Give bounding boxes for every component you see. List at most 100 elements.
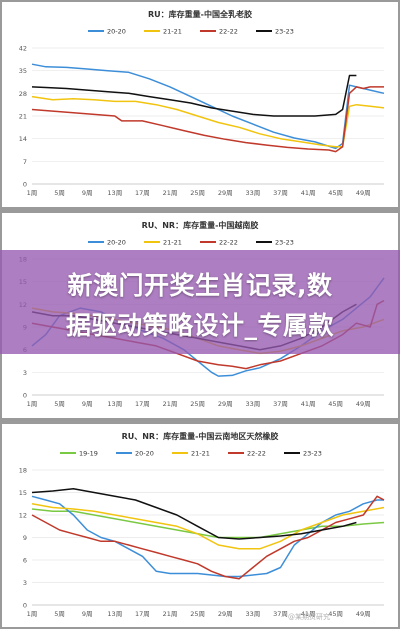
x-tick-label: 29周 <box>218 610 233 618</box>
y-tick-label: 0 <box>23 602 27 610</box>
series-line-21-21 <box>31 503 385 550</box>
legend-item-19-19[interactable]: 19-19 <box>60 450 98 458</box>
x-tick-label: 25周 <box>190 189 205 197</box>
legend-label: 22-22 <box>219 239 238 247</box>
y-tick-label: 28 <box>19 90 27 98</box>
x-tick-label: 1周 <box>27 400 38 408</box>
x-tick-label: 17周 <box>135 189 150 197</box>
y-tick-label: 3 <box>23 369 27 377</box>
x-tick-label: 33周 <box>245 400 260 408</box>
banner-title-line-1: 新澳门开奖生肖记录,数 <box>67 271 333 300</box>
x-tick-label: 9周 <box>82 610 93 618</box>
x-tick-label: 17周 <box>135 610 150 618</box>
legend-label: 21-21 <box>163 28 182 36</box>
banner-title-line-2: 据驱动策略设计_专属款 <box>65 311 334 340</box>
chart-svg-1: RU：库存重量-中国全乳老胶 20-20 21-21 22-22 23-23 0 7 14 21… <box>19 9 385 197</box>
x-tick-label: 37周 <box>273 400 288 408</box>
x-tick-label: 29周 <box>218 189 233 197</box>
series-line-20-20 <box>31 63 385 150</box>
y-tick-label: 9 <box>23 534 27 542</box>
chart-svg-3: RU、NR：库存重量-中国云南地区天然橡胶 19-19 20-20 21-21 22-2… <box>19 431 385 618</box>
x-tick-label: 37周 <box>273 189 288 197</box>
legend-item-21-21[interactable]: 21-21 <box>144 28 182 36</box>
legend-item-22-22[interactable]: 22-22 <box>200 28 238 36</box>
x-tick-label: 5周 <box>54 400 65 408</box>
x-tick-label: 5周 <box>54 189 65 197</box>
y-tick-label: 3 <box>23 579 27 587</box>
watermark-text: @某期货研究 <box>288 613 330 621</box>
x-tick-label: 49周 <box>356 610 371 618</box>
x-tick-label: 9周 <box>82 400 93 408</box>
y-tick-label: 18 <box>19 467 27 475</box>
x-tick-label: 33周 <box>245 189 260 197</box>
x-tick-label: 41周 <box>301 610 316 618</box>
x-tick-label: 1周 <box>27 189 38 197</box>
x-tick-label: 21周 <box>163 189 178 197</box>
series-line-20-20 <box>31 495 384 578</box>
legend-item-21-21[interactable]: 21-21 <box>144 239 182 247</box>
x-tick-label: 9周 <box>82 189 93 197</box>
legend-item-22-22[interactable]: 22-22 <box>200 239 238 247</box>
x-tick-label: 25周 <box>190 400 205 408</box>
legend-item-20-20[interactable]: 20-20 <box>116 450 154 458</box>
legend-item-20-20[interactable]: 20-20 <box>88 28 126 36</box>
legend-label: 20-20 <box>107 28 126 36</box>
legend-item-23-23[interactable]: 23-23 <box>284 450 322 458</box>
series-line-23-23 <box>31 74 357 117</box>
legend-label: 21-21 <box>191 450 210 458</box>
promo-banner[interactable]: 新澳门开奖生肖记录,数 据驱动策略设计_专属款 <box>0 250 400 354</box>
legend-item-23-23[interactable]: 23-23 <box>256 239 294 247</box>
legend-label: 22-22 <box>247 450 266 458</box>
x-tick-label: 21周 <box>163 400 178 408</box>
x-tick-label: 45周 <box>328 189 343 197</box>
legend-label: 21-21 <box>163 239 182 247</box>
legend-item-21-21[interactable]: 21-21 <box>172 450 210 458</box>
chart-title: RU、NR：库存重量-中国越南胶 <box>142 220 259 230</box>
x-tick-label: 13周 <box>107 610 122 618</box>
x-tick-label: 29周 <box>218 400 233 408</box>
x-tick-label: 17周 <box>135 400 150 408</box>
y-tick-label: 12 <box>19 512 27 520</box>
chart-panel-1: RU：库存重量-中国全乳老胶 20-20 21-21 22-22 23-23 0 7 14 21… <box>2 2 398 207</box>
y-tick-label: 35 <box>19 67 27 75</box>
chart-panel-3: RU、NR：库存重量-中国云南地区天然橡胶 19-19 20-20 21-21 22-2… <box>2 424 398 627</box>
x-tick-label: 13周 <box>107 400 122 408</box>
y-tick-label: 21 <box>19 113 27 121</box>
x-tick-label: 37周 <box>273 610 288 618</box>
y-tick-label: 7 <box>23 158 27 166</box>
x-tick-label: 41周 <box>301 400 316 408</box>
legend-label: 22-22 <box>219 28 238 36</box>
y-tick-label: 0 <box>23 181 27 189</box>
legend-item-20-20[interactable]: 20-20 <box>88 239 126 247</box>
legend-label: 19-19 <box>79 450 98 458</box>
y-tick-label: 42 <box>19 45 27 53</box>
x-tick-label: 25周 <box>190 610 205 618</box>
legend-label: 23-23 <box>275 28 294 36</box>
y-tick-label: 0 <box>23 392 27 400</box>
y-tick-label: 6 <box>23 557 27 565</box>
chart-title: RU：库存重量-中国全乳老胶 <box>148 9 252 19</box>
chart-title: RU、NR：库存重量-中国云南地区天然橡胶 <box>122 431 279 441</box>
legend-label: 23-23 <box>303 450 322 458</box>
series-line-22-22 <box>31 495 385 580</box>
y-tick-label: 15 <box>19 489 27 497</box>
x-tick-label: 21周 <box>163 610 178 618</box>
x-tick-label: 1周 <box>27 610 38 618</box>
x-tick-label: 49周 <box>356 189 371 197</box>
x-tick-label: 45周 <box>328 610 343 618</box>
legend-item-22-22[interactable]: 22-22 <box>228 450 266 458</box>
x-tick-label: 41周 <box>301 189 316 197</box>
x-tick-label: 45周 <box>328 400 343 408</box>
x-tick-label: 5周 <box>54 610 65 618</box>
legend-label: 20-20 <box>135 450 154 458</box>
x-tick-label: 33周 <box>245 610 260 618</box>
y-tick-label: 14 <box>19 135 27 143</box>
legend-label: 23-23 <box>275 239 294 247</box>
series-line-19-19 <box>31 508 385 539</box>
legend-label: 20-20 <box>107 239 126 247</box>
x-tick-label: 13周 <box>107 189 122 197</box>
legend-item-23-23[interactable]: 23-23 <box>256 28 294 36</box>
series-line-23-23 <box>31 488 357 540</box>
x-tick-label: 49周 <box>356 400 371 408</box>
series-line-21-21 <box>31 95 385 148</box>
